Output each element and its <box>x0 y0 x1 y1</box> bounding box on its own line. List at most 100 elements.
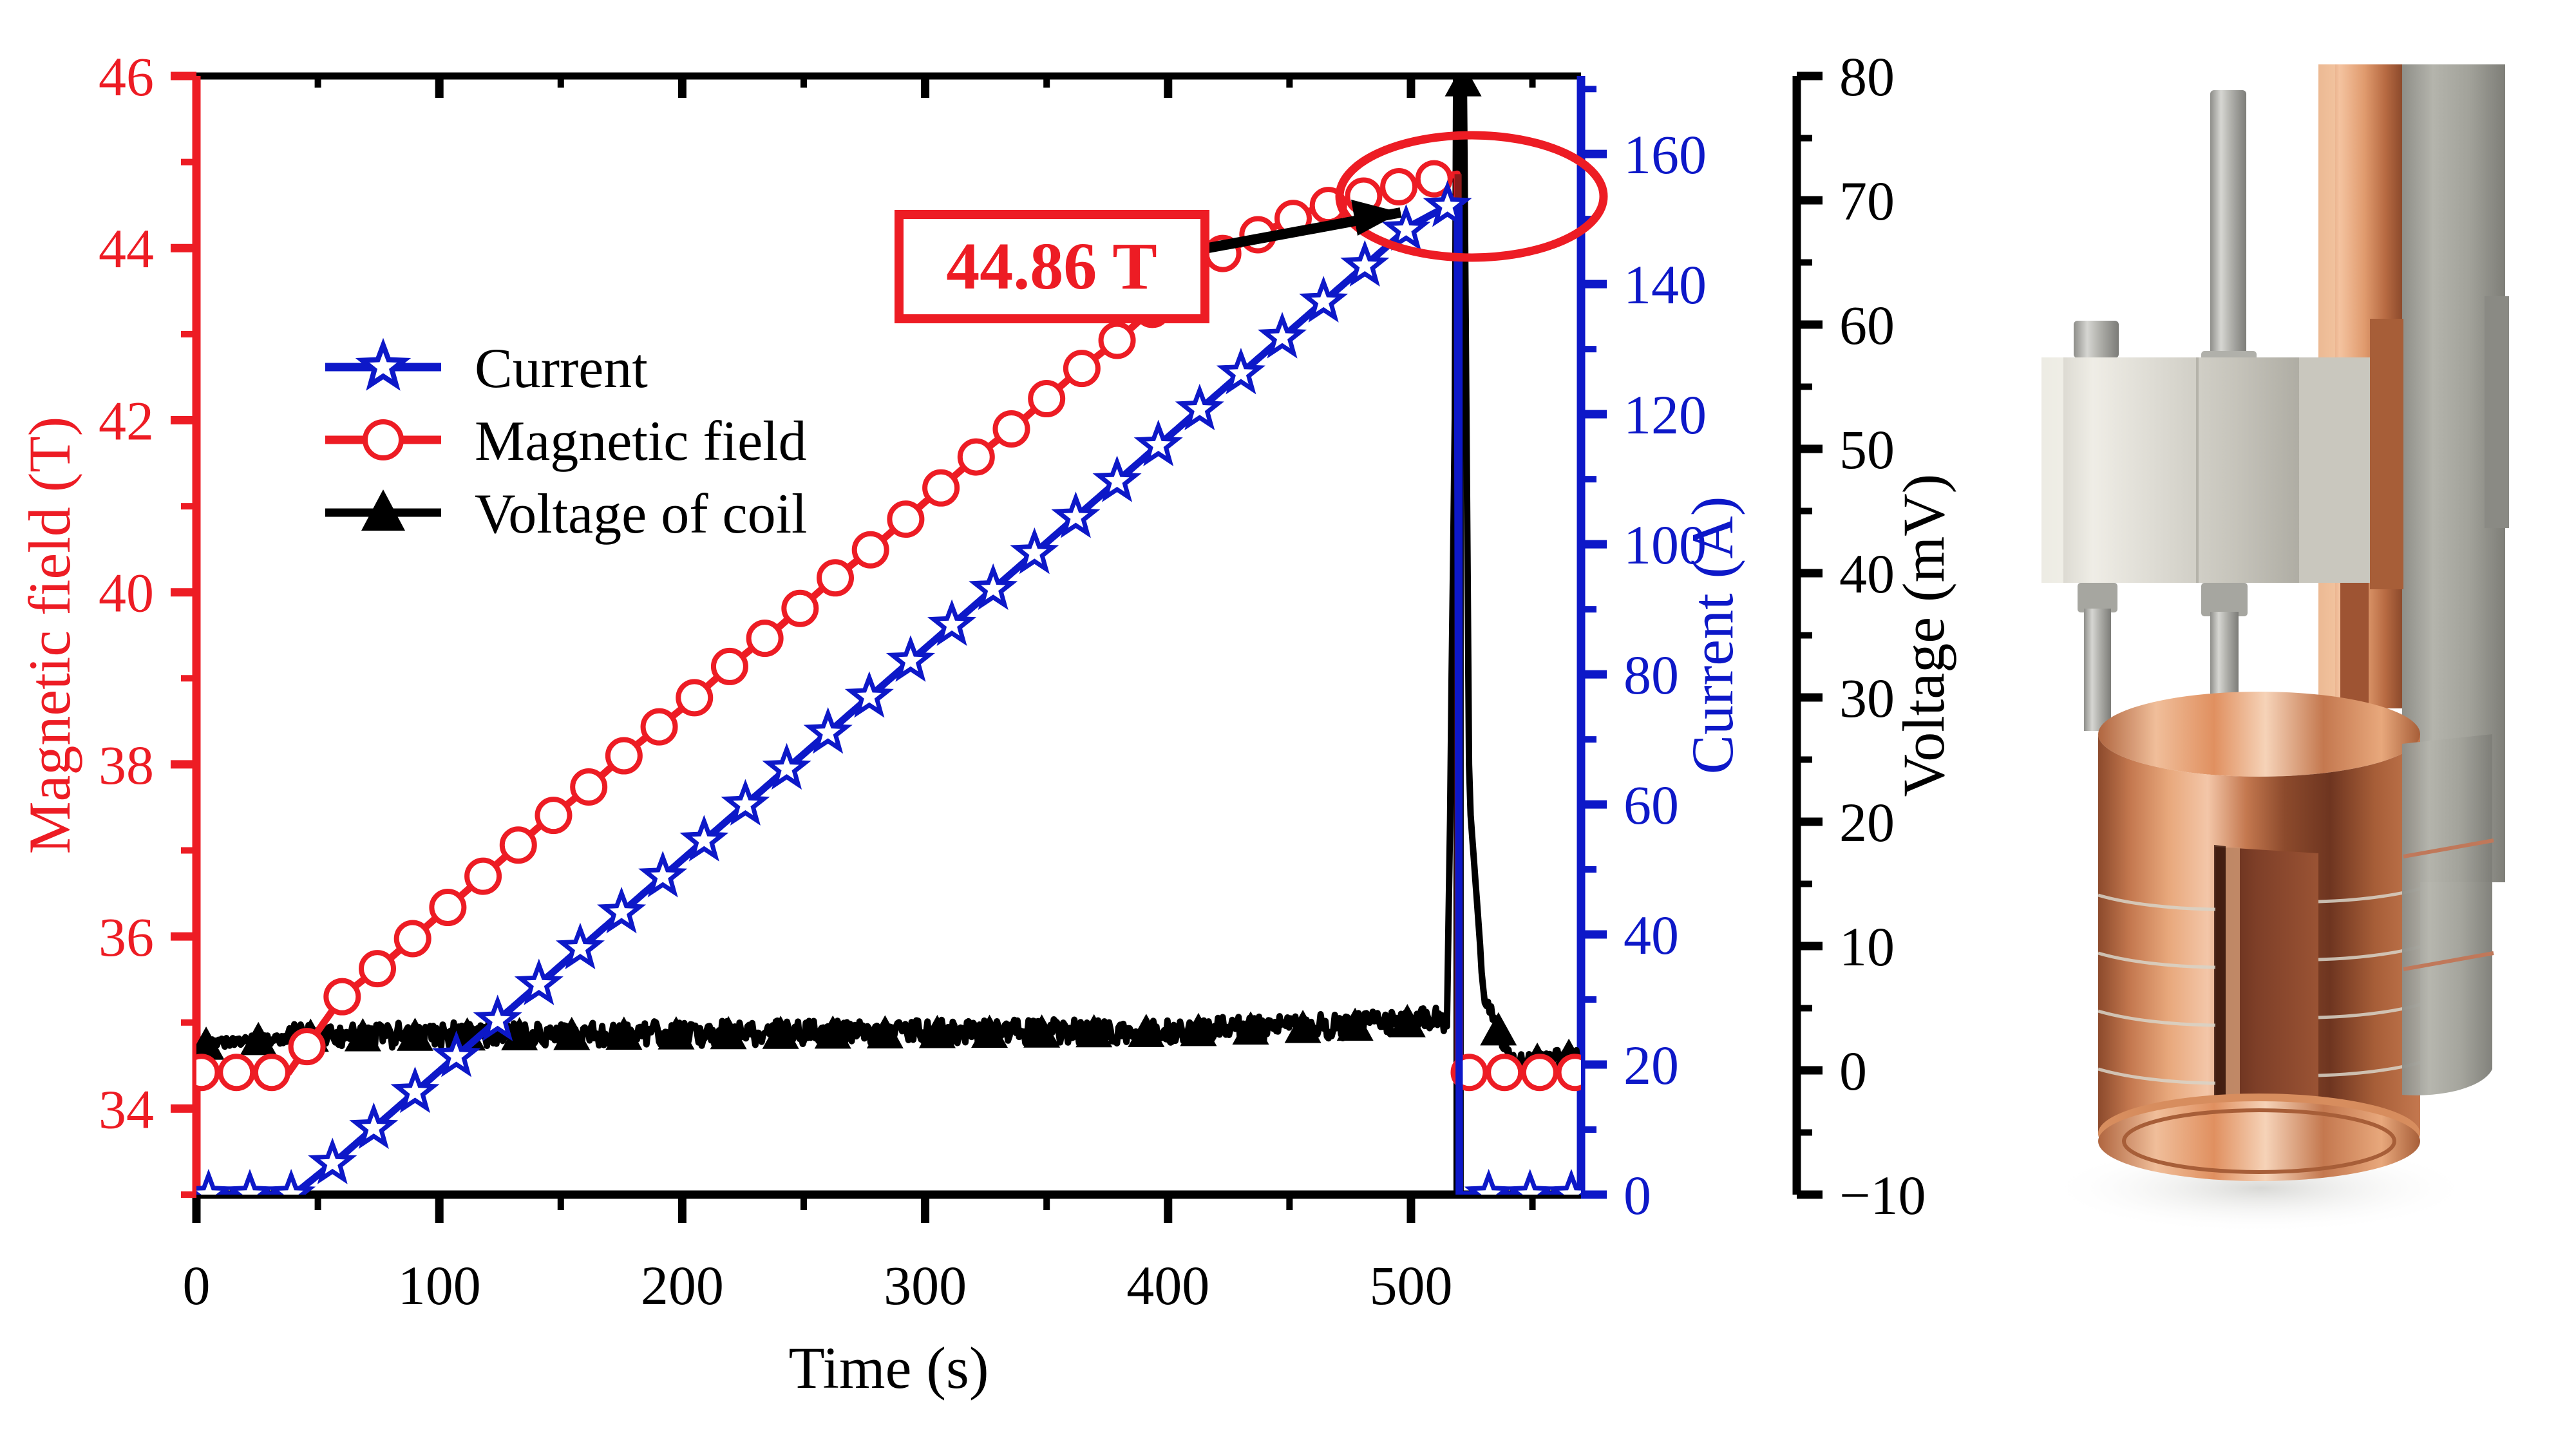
series-voltage-marker <box>971 1014 1009 1048</box>
series-voltage-marker <box>710 1016 747 1050</box>
series-current-marker <box>267 1169 316 1195</box>
right-tick-label-160: 160 <box>1624 124 1707 185</box>
voltage-tick-label-70: 70 <box>1839 170 1895 232</box>
clamp-block-highlight <box>2041 357 2063 583</box>
left-tick-label-36: 36 <box>99 906 154 968</box>
series-voltage-marker <box>396 1018 433 1051</box>
legend-item-current-swatch-marker <box>355 337 412 391</box>
series-voltage-marker <box>1388 1004 1426 1037</box>
series-magnetic-field-marker <box>323 978 361 1016</box>
coil-bore-tube <box>2226 848 2240 1145</box>
legend-item-current-label: Current <box>475 337 648 400</box>
voltage-axis-title: Voltage (mV) <box>1891 474 1956 797</box>
series-current-marker <box>431 1030 481 1077</box>
series-magnetic-field-marker <box>218 1054 256 1092</box>
voltage-tick-label-40: 40 <box>1839 543 1895 605</box>
legend-item-magnetic-field-label: Magnetic field <box>475 410 807 473</box>
right-tick-label-100: 100 <box>1624 514 1707 576</box>
series-current-marker <box>1133 419 1183 466</box>
series-voltage-marker <box>1284 1009 1321 1043</box>
peak-highlight-ellipse <box>1335 131 1608 262</box>
series-current-marker <box>555 922 605 970</box>
series-magnetic-field-marker <box>605 737 643 775</box>
left-tick-label-46: 46 <box>99 46 154 108</box>
series-magnetic-field-marker <box>252 1054 290 1092</box>
series-magnetic-field-marker <box>1556 1054 1581 1092</box>
series-magnetic-field-marker <box>1380 168 1418 206</box>
legend-item-voltage-of-coil-label: Voltage of coil <box>475 483 807 545</box>
voltage-tick-label-60: 60 <box>1839 294 1895 356</box>
series-current-marker <box>1464 1169 1513 1195</box>
series-voltage-marker <box>1232 1011 1269 1045</box>
series-voltage-marker <box>344 1018 381 1052</box>
coil-bottom-disc <box>2098 1101 2420 1181</box>
series-magnetic-field-marker <box>1415 160 1453 198</box>
series-voltage-marker <box>762 1016 799 1049</box>
series-magnetic-field-marker <box>499 826 537 864</box>
stud-lower-left <box>2084 609 2111 731</box>
left-tick-label-42: 42 <box>99 390 154 451</box>
series-voltage-marker <box>501 1017 538 1050</box>
series-magnetic-field-marker <box>817 559 855 597</box>
series-magnetic-field-marker <box>992 410 1030 448</box>
series-voltage-marker <box>1180 1012 1217 1046</box>
bolt-long-upper <box>2210 90 2246 361</box>
sheath-seam-1 <box>2403 838 2494 858</box>
series-magnetic-field-marker <box>1520 1054 1558 1092</box>
voltage-tick-label-50: 50 <box>1839 419 1895 480</box>
series-current-marker <box>844 671 894 718</box>
series-magnetic-field-marker <box>640 708 678 746</box>
left-tick-label-40: 40 <box>99 562 154 624</box>
series-magnetic-field-marker <box>570 768 608 806</box>
series-magnetic-field-marker <box>851 531 889 569</box>
series-magnetic-field-marker <box>196 1054 220 1092</box>
series-voltage-marker <box>1128 1014 1165 1047</box>
series-current-marker <box>1381 204 1431 251</box>
sheath-seam-2 <box>2403 951 2494 971</box>
coil-photo-svg <box>2041 64 2509 1233</box>
series-current-marker <box>597 886 647 934</box>
series-voltage-marker <box>814 1015 851 1049</box>
peak-annotation-label: 44.86 T <box>946 229 1157 303</box>
insulation-tab <box>2485 296 2509 528</box>
series-magnetic-field-marker <box>922 469 960 507</box>
peak-annotation-arrowhead <box>1351 200 1401 236</box>
left-tick-label-44: 44 <box>99 218 154 279</box>
series-voltage-marker <box>1480 1012 1517 1046</box>
legend-item-magnetic-field-swatch-marker <box>363 419 404 460</box>
x-tick-label-400: 400 <box>1126 1255 1209 1316</box>
series-current-marker <box>473 994 522 1041</box>
series-current-marker <box>1010 527 1059 574</box>
coil-bottom-inner-ring <box>2122 1108 2396 1174</box>
nut-lower-mid <box>2201 583 2248 616</box>
series-magnetic-field-marker <box>710 647 748 685</box>
legend-item-voltage-of-coil-swatch-marker <box>361 489 405 531</box>
series-current-marker <box>1258 312 1307 359</box>
series-magnetic-field-marker <box>535 797 573 835</box>
series-current-marker <box>679 815 729 862</box>
series-magnetic-field-marker <box>746 620 784 658</box>
series-current-marker <box>390 1066 440 1113</box>
series-magnetic-field-marker <box>1486 1054 1524 1092</box>
coil-collar <box>2098 734 2420 886</box>
series-current-marker <box>308 1137 357 1184</box>
series-current-marker <box>349 1102 399 1150</box>
bolt-short-left <box>2074 321 2119 358</box>
series-current-marker <box>225 1169 275 1195</box>
series-voltage-marker <box>1336 1007 1374 1041</box>
x-tick-label-200: 200 <box>641 1255 724 1316</box>
series-current-marker <box>762 743 811 790</box>
right-tick-label-120: 120 <box>1624 384 1707 446</box>
series-magnetic-field-marker <box>1028 380 1066 418</box>
series-current-marker <box>1505 1169 1555 1195</box>
x-axis-title: Time (s) <box>789 1335 989 1401</box>
right-tick-label-20: 20 <box>1624 1034 1679 1096</box>
voltage-tick-label-20: 20 <box>1839 791 1895 853</box>
series-voltage-marker <box>918 1014 956 1048</box>
right-tick-label-140: 140 <box>1624 254 1707 316</box>
right-axis-title: Current (A) <box>1680 497 1745 775</box>
series-current-marker <box>638 851 688 898</box>
